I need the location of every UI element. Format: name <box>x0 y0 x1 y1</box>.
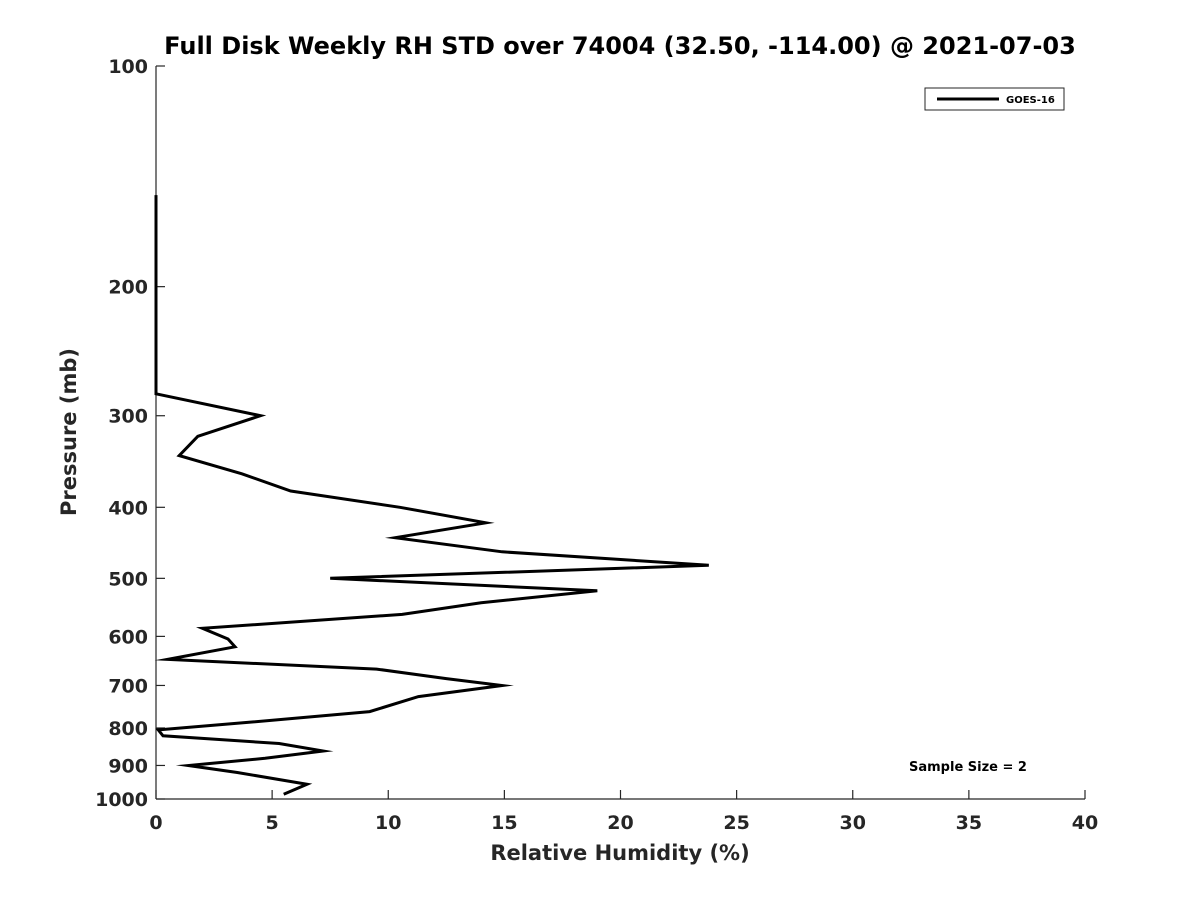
chart-title: Full Disk Weekly RH STD over 74004 (32.5… <box>164 32 1076 60</box>
x-tick-label: 10 <box>375 812 401 834</box>
x-tick-label: 35 <box>956 812 982 834</box>
legend: GOES-16 <box>924 87 1065 111</box>
x-axis-label: Relative Humidity (%) <box>490 841 749 865</box>
series-line-goes-16 <box>154 195 709 796</box>
y-tick-label: 700 <box>108 675 148 697</box>
x-tick-label: 15 <box>491 812 517 834</box>
y-tick-label: 800 <box>108 718 148 740</box>
x-tick-label: 5 <box>266 812 279 834</box>
series-layer <box>154 195 709 796</box>
y-tick-label: 1000 <box>95 789 148 811</box>
y-tick-label: 100 <box>108 56 148 78</box>
legend-entry-goes-16: GOES-16 <box>1006 95 1055 106</box>
x-tick-label: 25 <box>723 812 749 834</box>
sample-size-annotation: Sample Size = 2 <box>909 760 1027 775</box>
y-tick-label: 400 <box>108 497 148 519</box>
x-tick-label: 30 <box>840 812 866 834</box>
y-tick-label: 200 <box>108 277 148 299</box>
x-tick-label: 20 <box>607 812 633 834</box>
x-tick-label: 40 <box>1072 812 1098 834</box>
y-tick-label: 300 <box>108 406 148 428</box>
plot-axes: 0 5 10 15 20 25 30 35 40 100 200 300 400 500 600 700 800… <box>95 56 1098 834</box>
x-tick-label: 0 <box>149 812 162 834</box>
y-tick-label: 900 <box>108 755 148 777</box>
y-tick-label: 500 <box>108 568 148 590</box>
y-tick-label: 600 <box>108 626 148 648</box>
y-axis-label: Pressure (mb) <box>57 348 81 516</box>
